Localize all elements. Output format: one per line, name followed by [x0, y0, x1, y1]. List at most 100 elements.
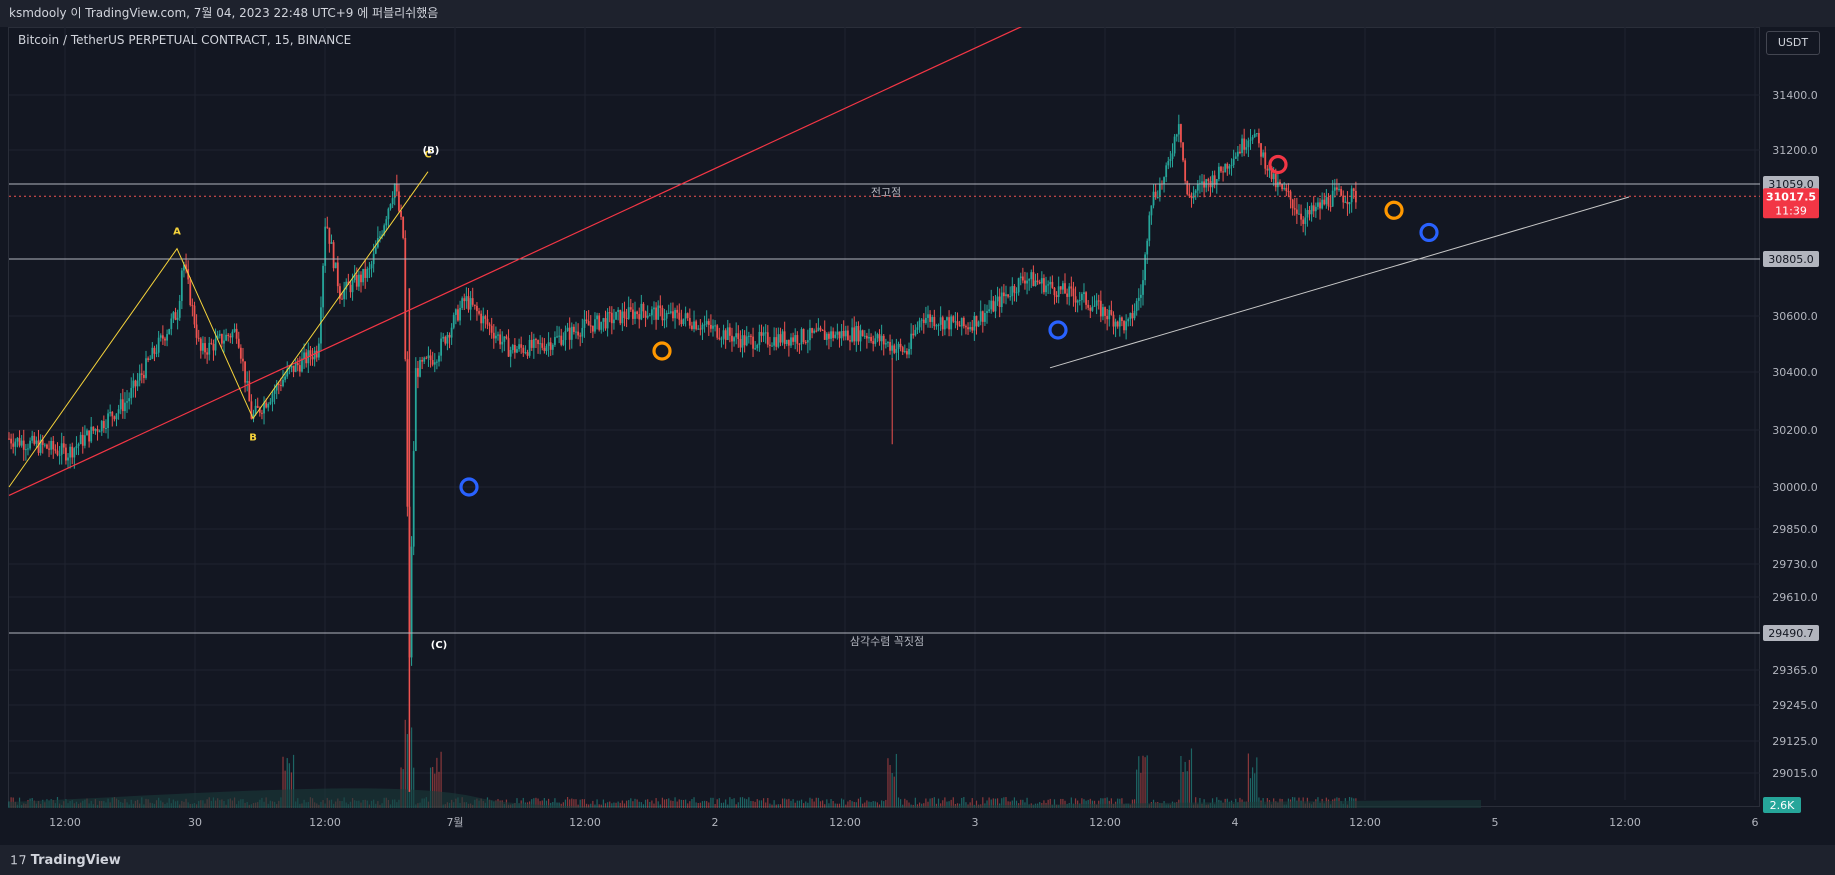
- candle-body: [929, 314, 932, 322]
- candle-body: [446, 334, 449, 344]
- volume-bar: [562, 802, 564, 808]
- candle-body: [606, 312, 609, 329]
- candle-body: [269, 401, 272, 404]
- candle-body: [124, 402, 126, 412]
- volume-bar: [982, 797, 984, 808]
- volume-bar: [1003, 797, 1005, 808]
- candle-body: [979, 311, 982, 322]
- candle-body: [145, 358, 147, 378]
- volume-bar: [775, 804, 777, 808]
- candle-body: [164, 338, 166, 341]
- candle-body: [1064, 283, 1066, 294]
- volume-bar: [725, 799, 727, 808]
- candle-body: [691, 325, 693, 330]
- volume-bar: [891, 773, 893, 808]
- volume-bar: [828, 803, 830, 808]
- volume-bar: [663, 799, 666, 808]
- candle-body: [1228, 166, 1231, 169]
- volume-bar: [535, 797, 537, 808]
- currency-selector[interactable]: USDT: [1766, 31, 1820, 55]
- candle-body: [1266, 168, 1269, 171]
- candle-body: [142, 374, 145, 378]
- candle-body: [452, 314, 455, 328]
- wave-label-b: B: [249, 432, 257, 443]
- candle-body: [602, 318, 605, 322]
- candle-body: [688, 317, 691, 326]
- volume-bar: [832, 801, 834, 808]
- price-tick-label: 31200.0: [1772, 144, 1818, 157]
- price-tick-label: 29850.0: [1772, 523, 1818, 536]
- candle-body: [414, 368, 417, 452]
- candle-body: [151, 347, 154, 359]
- level-label: 전고점: [871, 186, 901, 199]
- candle-body: [674, 309, 676, 319]
- tradingview-logo[interactable]: 𝟷𝟽 TradingView: [10, 853, 121, 868]
- volume-bar: [588, 804, 590, 808]
- candle-body: [417, 368, 419, 377]
- volume-bar: [929, 798, 931, 808]
- price-tick-label: 31400.0: [1772, 89, 1818, 102]
- candle-body: [320, 307, 322, 344]
- brand-name: TradingView: [30, 853, 121, 868]
- candle-body: [943, 320, 946, 330]
- candle-body: [865, 335, 868, 339]
- candle-body: [726, 327, 729, 341]
- candle-body: [825, 333, 828, 340]
- volume-bar: [668, 798, 670, 808]
- volume-bar: [286, 758, 288, 808]
- candle-body: [499, 334, 502, 345]
- candle-body: [216, 335, 219, 339]
- volume-bar: [689, 801, 691, 808]
- candle-body: [395, 183, 398, 192]
- candle-body: [1325, 197, 1328, 205]
- volume-bar: [575, 799, 577, 808]
- candle-body: [547, 342, 550, 346]
- candle-body: [632, 309, 634, 319]
- volume-bar: [864, 802, 866, 808]
- candle-body: [22, 440, 25, 450]
- candle-body: [990, 300, 993, 310]
- candle-body: [1274, 173, 1277, 188]
- candle-body: [46, 444, 48, 449]
- elliott-wave-line: [8, 171, 429, 488]
- volume-bar: [613, 802, 615, 808]
- candle-body: [1192, 192, 1195, 199]
- volume-bar: [935, 803, 938, 808]
- candle-body: [159, 335, 162, 338]
- candle-body: [539, 343, 542, 345]
- candle-body: [537, 340, 539, 344]
- candle-body: [680, 319, 683, 325]
- candle-body: [872, 341, 875, 344]
- volume-bar: [701, 801, 704, 808]
- candle-body: [709, 324, 712, 329]
- candle-body: [457, 309, 459, 321]
- candle-body: [199, 338, 202, 351]
- candle-body: [1139, 294, 1142, 298]
- candle-body: [1276, 181, 1279, 188]
- price-tick-label: 29610.0: [1772, 591, 1818, 604]
- candle-body: [967, 327, 969, 330]
- candle-body: [914, 329, 917, 336]
- candle-body: [1255, 133, 1258, 135]
- volume-bar: [1020, 799, 1022, 808]
- volume-bar: [1083, 799, 1085, 808]
- symbol-title[interactable]: Bitcoin / TetherUS PERPETUAL CONTRACT, 1…: [18, 33, 352, 47]
- volume-bar: [404, 719, 406, 808]
- candle-body: [1051, 281, 1054, 288]
- candle-body: [134, 380, 137, 387]
- volume-bar: [739, 797, 742, 808]
- volume-bar: [288, 763, 290, 808]
- candle-body: [1319, 202, 1321, 209]
- candle-body: [254, 405, 257, 415]
- volume-bar: [895, 753, 897, 808]
- candle-body: [357, 274, 360, 287]
- volume-bar: [406, 734, 408, 808]
- volume-bar: [916, 804, 919, 808]
- volume-bar: [712, 797, 714, 808]
- candle-body: [288, 367, 291, 370]
- candle-body: [735, 333, 738, 338]
- candle-body: [1066, 293, 1069, 297]
- volume-bar: [942, 800, 944, 808]
- volume-bar: [1119, 798, 1121, 808]
